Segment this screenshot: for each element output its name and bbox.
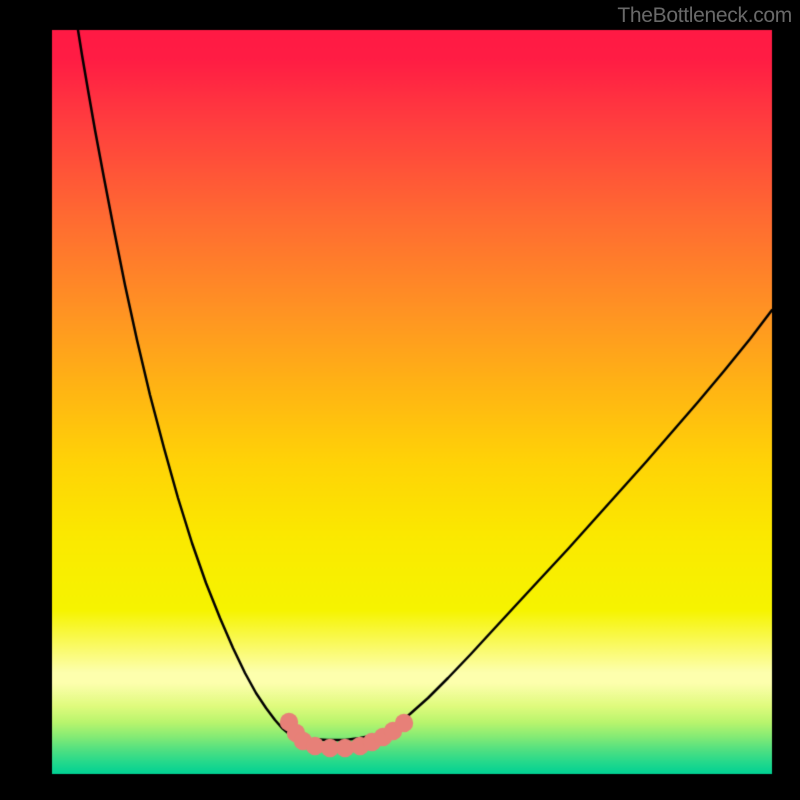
- watermark-text: TheBottleneck.com: [617, 4, 792, 28]
- chart-container: TheBottleneck.com: [0, 0, 800, 800]
- bottleneck-chart-canvas: [0, 0, 800, 800]
